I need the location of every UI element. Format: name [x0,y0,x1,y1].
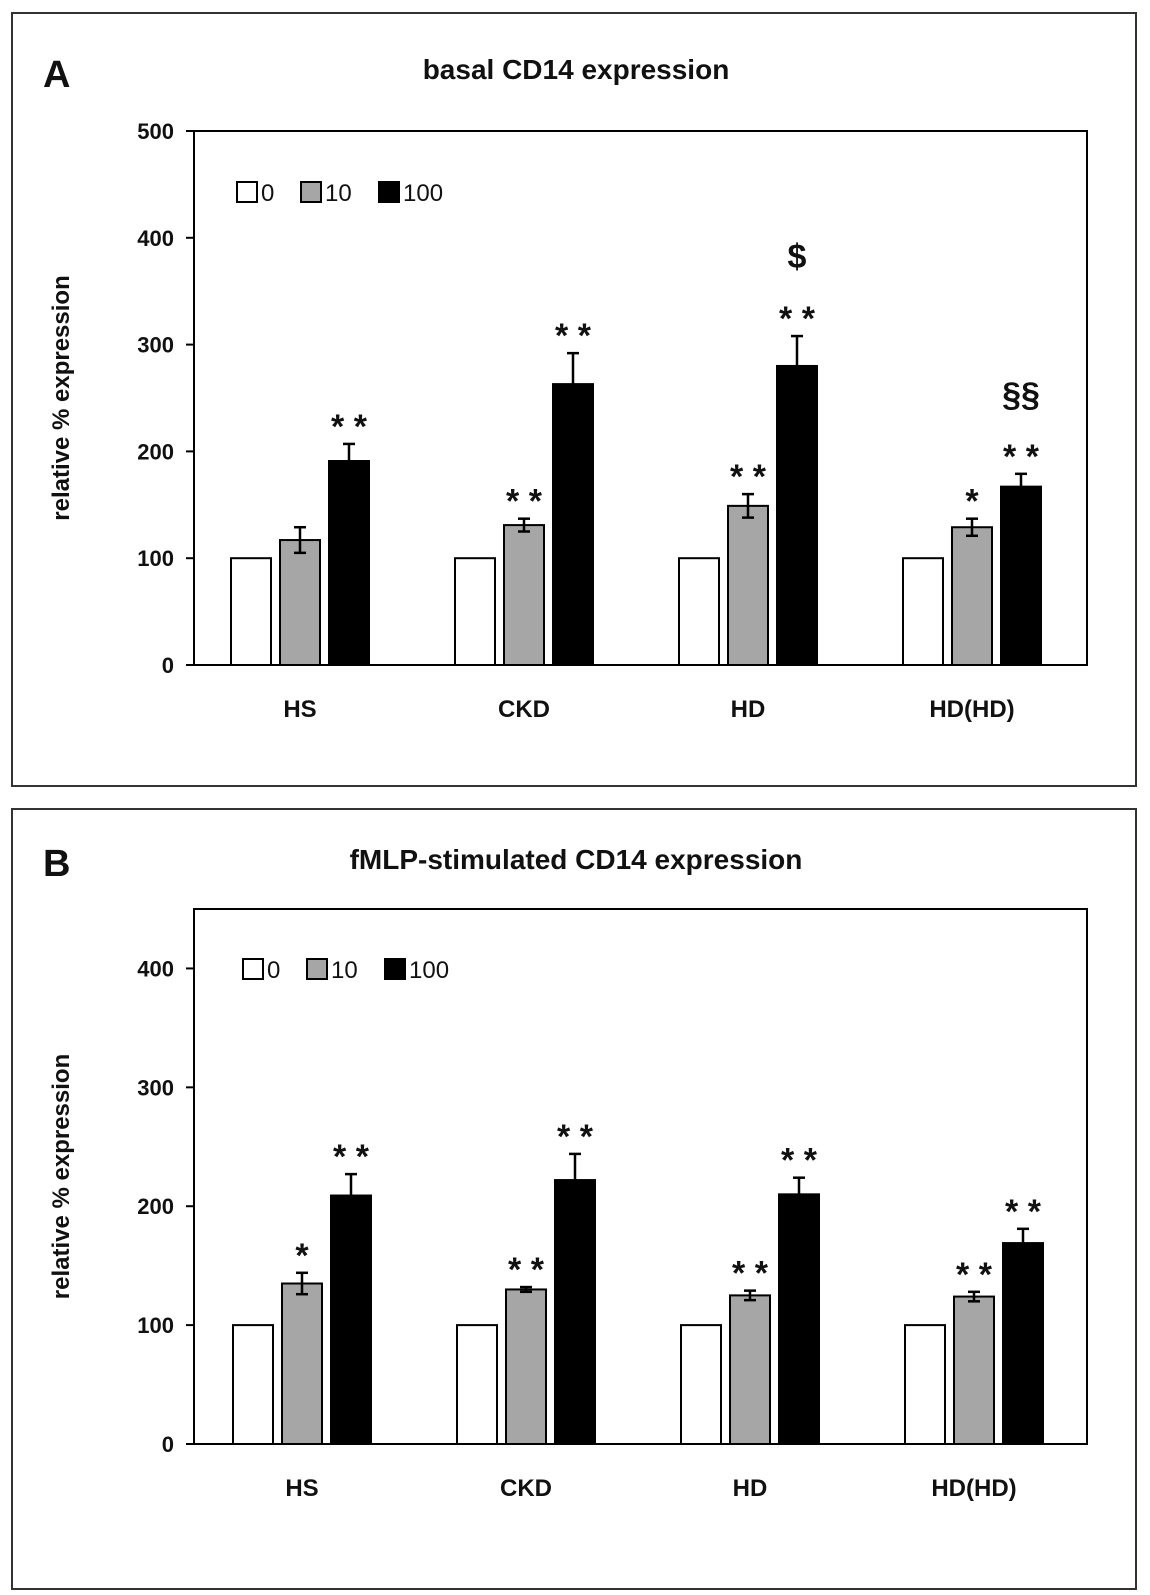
legend-swatch-100 [378,181,400,203]
bar-HD-0 [680,1324,722,1445]
bar-CKD-10 [503,524,545,667]
y-tick-label: 0 [162,653,174,678]
y-tick-label: 300 [137,1075,174,1100]
y-tick-label: 400 [137,226,174,251]
significance-marker: * * [557,1118,594,1156]
bar-HS-100 [330,1194,372,1445]
bar-HS-10 [279,539,321,667]
x-category-label: HD(HD) [929,696,1014,723]
bar-HD(HD)-0 [904,1324,946,1445]
legend-label: 0 [267,957,280,984]
significance-marker: * * [732,1255,769,1293]
significance-marker: * * [555,317,592,355]
x-category-label: HS [285,1475,318,1502]
bar-HD-10 [729,1294,771,1445]
chart-title-b: fMLP-stimulated CD14 expression [349,844,803,875]
significance-marker: * * [781,1142,818,1180]
legend-label: 100 [409,957,449,984]
x-category-label: CKD [500,1475,552,1502]
significance-marker: §§ [1002,376,1040,414]
bar-HD-0 [678,557,720,667]
significance-marker: * * [331,408,368,446]
y-tick-label: 100 [137,1313,174,1338]
panel-b: B fMLP-stimulated CD14 expression 0 100 20… [11,808,1137,1590]
y-tick-label: 100 [137,546,174,571]
significance-marker: * * [506,483,543,521]
x-category-label: HD [731,696,766,723]
y-axis-label: relative % expression [48,275,75,520]
y-tick-label: 0 [162,1432,174,1457]
bar-HS-100 [328,460,370,666]
bar-CKD-0 [454,557,496,667]
y-tick-label: 200 [137,439,174,464]
bar-HD-100 [776,364,818,666]
panel-letter-a: A [43,54,71,96]
panel-letter-b: B [43,843,71,885]
chart-title-a: basal CD14 expression [422,54,730,85]
legend-label: 100 [403,180,443,207]
bar-CKD-100 [554,1179,596,1445]
bar-CKD-10 [505,1288,547,1446]
bar-CKD-0 [456,1324,498,1445]
bar-HD-10 [727,504,769,667]
x-category-label: CKD [498,696,550,723]
y-tick-label: 300 [137,333,174,358]
bar-HD(HD)-10 [951,526,993,667]
x-category-label: HD [733,1475,768,1502]
legend-label: 10 [325,180,352,207]
plot-area-frame [193,908,1088,1445]
legend-label: 0 [261,180,274,207]
panel-a: A basal CD14 expression 0 100 200 300 400 500… [11,12,1137,787]
significance-marker: $ [788,238,807,276]
significance-marker: * [965,483,979,521]
bar-HS-0 [232,1324,274,1445]
y-axis-label: relative % expression [48,1054,75,1299]
y-tick-label: 500 [137,119,174,144]
x-category-label: HD(HD) [931,1475,1016,1502]
legend-swatch-0 [236,181,258,203]
significance-marker: * * [779,300,816,338]
y-tick-label: 200 [137,1194,174,1219]
significance-marker: * * [1005,1193,1042,1231]
significance-marker: * [295,1237,309,1275]
bar-HS-10 [281,1282,323,1445]
legend-swatch-100 [384,958,406,980]
significance-marker: * * [956,1256,993,1294]
bar-HD-100 [778,1193,820,1446]
bar-HD(HD)-10 [953,1295,995,1446]
legend-swatch-10 [306,958,328,980]
significance-marker: * * [333,1138,370,1176]
x-category-label: HS [283,696,316,723]
plot-area-frame [193,130,1088,666]
bar-HD(HD)-100 [1002,1242,1044,1446]
bar-HD(HD)-0 [902,557,944,667]
legend-label: 10 [331,957,358,984]
bar-HD(HD)-100 [1000,485,1042,667]
bar-CKD-100 [552,383,594,666]
legend-swatch-10 [300,181,322,203]
significance-marker: * * [508,1251,545,1289]
bar-HS-0 [230,557,272,667]
significance-marker: * * [730,458,767,496]
significance-marker: * * [1003,438,1040,476]
legend-swatch-0 [242,958,264,980]
y-tick-label: 400 [137,956,174,981]
